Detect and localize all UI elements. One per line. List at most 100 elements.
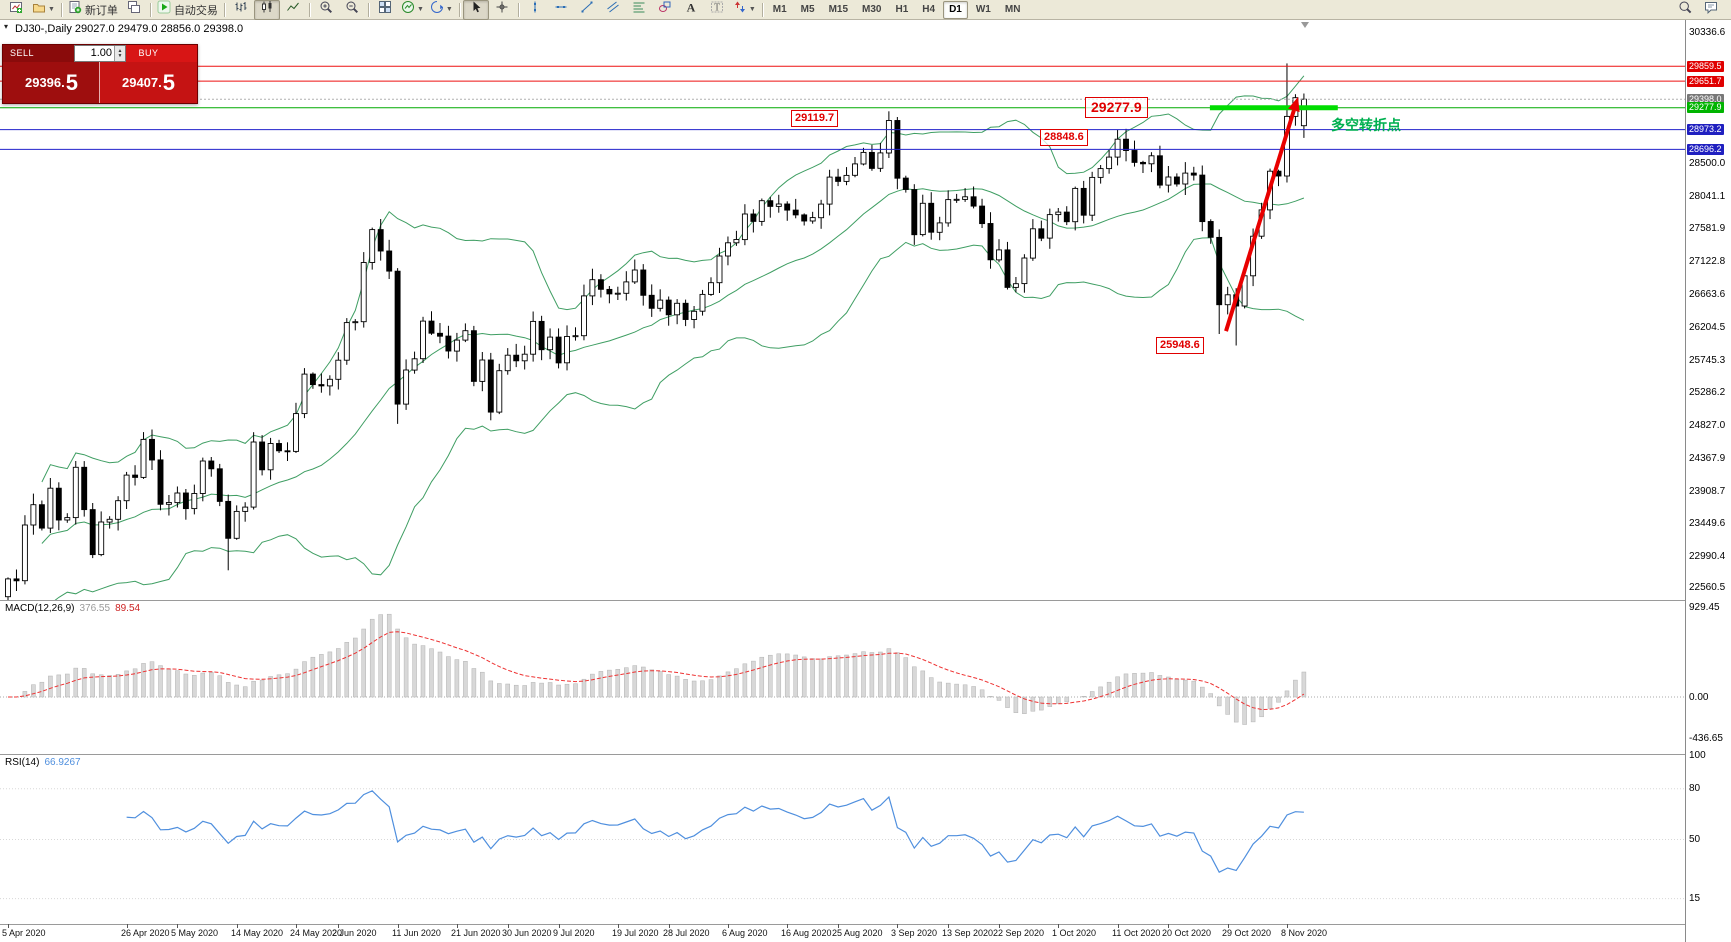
auto-play-icon bbox=[157, 0, 171, 19]
chart-windows-button[interactable] bbox=[121, 0, 147, 20]
price-axis-label: 25286.2 bbox=[1689, 387, 1726, 399]
date-tick bbox=[559, 924, 560, 928]
chinese-annotation: 多空转折点 bbox=[1331, 117, 1401, 133]
date-label: 20 Oct 2020 bbox=[1162, 928, 1212, 938]
new-chart-icon bbox=[9, 0, 23, 19]
chevron-down-icon[interactable]: ▼ bbox=[445, 6, 453, 13]
date-label: 1 Oct 2020 bbox=[1052, 928, 1097, 938]
cursor-button[interactable] bbox=[462, 0, 489, 20]
candlestick-chart-button[interactable] bbox=[253, 0, 280, 20]
date-label: 5 Apr 2020 bbox=[2, 928, 46, 938]
horizontal-line-button[interactable] bbox=[548, 0, 574, 20]
new-chart-button[interactable] bbox=[3, 0, 29, 20]
toolbar: ▼ 新订单 自动交易 ▼ ▼ A T ▼ M1 M5 M15 M30 H1 H4 D1 W1 MN bbox=[0, 0, 1731, 20]
chat-button[interactable] bbox=[1698, 0, 1724, 20]
price-axis-label: 26204.5 bbox=[1689, 321, 1726, 333]
buy-button[interactable]: BUY 29407. 5 bbox=[99, 45, 197, 103]
date-tick bbox=[237, 924, 238, 928]
chevron-down-icon[interactable]: ▼ bbox=[48, 6, 55, 13]
date-tick bbox=[999, 924, 1000, 928]
zoom-out-icon bbox=[345, 0, 359, 19]
indicators-button[interactable]: ▼ bbox=[398, 0, 427, 20]
date-label: 19 Jul 2020 bbox=[612, 928, 659, 938]
date-label: 6 Aug 2020 bbox=[722, 928, 768, 938]
timeframe-m5-button[interactable]: M5 bbox=[800, 3, 815, 15]
fibonacci-button[interactable] bbox=[626, 0, 652, 20]
line-chart-button[interactable] bbox=[280, 0, 306, 20]
date-tick bbox=[787, 924, 788, 928]
candles-icon bbox=[260, 0, 274, 19]
rsi-value: 66.9267 bbox=[44, 757, 81, 768]
date-tick bbox=[177, 924, 178, 928]
toolbar-separator bbox=[60, 2, 62, 17]
timeframe-m15-button[interactable]: M15 bbox=[828, 3, 849, 15]
date-tick bbox=[457, 924, 458, 928]
volume-spinner[interactable]: ▲ ▼ bbox=[114, 46, 125, 61]
tile-windows-button[interactable] bbox=[372, 0, 398, 20]
crosshair-button[interactable] bbox=[489, 0, 515, 20]
chevron-down-icon[interactable]: ▼ bbox=[748, 6, 756, 13]
zoom-in-button[interactable] bbox=[313, 0, 339, 20]
timeframe-mn-button[interactable]: MN bbox=[1004, 3, 1021, 15]
date-tick bbox=[728, 924, 729, 928]
price-axis-label: 28500.0 bbox=[1689, 157, 1726, 169]
chart-shift-marker-icon[interactable] bbox=[1301, 22, 1309, 28]
timeframe-w1-button[interactable]: W1 bbox=[975, 3, 991, 15]
date-label: 13 Sep 2020 bbox=[942, 928, 994, 938]
date-label: 21 Jun 2020 bbox=[451, 928, 501, 938]
auto-trading-button[interactable]: 自动交易 bbox=[154, 0, 221, 20]
timeframe-h4-button[interactable]: H4 bbox=[922, 3, 936, 15]
shapes-button[interactable] bbox=[652, 0, 678, 20]
timeframe-h1-button[interactable]: H1 bbox=[895, 3, 909, 15]
price-axis[interactable]: 30336.6 28500.0 28041.1 27581.9 27122.8 26663… bbox=[1686, 20, 1731, 942]
pane-divider-rsi[interactable] bbox=[0, 754, 1731, 755]
timeframe-d1-button[interactable]: D1 bbox=[943, 0, 968, 19]
price-annotation: 28848.6 bbox=[1040, 129, 1088, 146]
timeframe-m30-button[interactable]: M30 bbox=[862, 3, 882, 15]
macd-axis-label: -436.65 bbox=[1689, 733, 1723, 745]
rsi-axis-label: 100 bbox=[1689, 749, 1706, 761]
one-click-trading-panel: SELL 29396. 5 BUY 29407. 5 1.00 ▲ ▼ bbox=[2, 44, 198, 104]
profiles-button[interactable]: ▼ bbox=[29, 0, 58, 20]
date-tick bbox=[1287, 924, 1288, 928]
indicators-icon bbox=[401, 0, 415, 19]
price-annotation: 25948.6 bbox=[1156, 337, 1204, 354]
chevron-down-icon[interactable]: ▼ bbox=[416, 6, 424, 13]
date-label: 29 Oct 2020 bbox=[1222, 928, 1272, 938]
one-click-toggle-icon[interactable]: ▾ bbox=[4, 22, 9, 31]
vertical-line-button[interactable] bbox=[522, 0, 548, 20]
zoom-out-button[interactable] bbox=[339, 0, 365, 20]
timeframe-m1-button[interactable]: M1 bbox=[772, 3, 787, 15]
toolbar-items: ▼ 新订单 自动交易 ▼ ▼ A T ▼ M1 M5 M15 M30 H1 H4 D1 W1 MN bbox=[3, 0, 1027, 20]
date-label: 25 Aug 2020 bbox=[832, 928, 883, 938]
spinner-up-icon[interactable]: ▲ bbox=[117, 47, 123, 54]
bar-chart-button[interactable] bbox=[228, 0, 254, 20]
text-button[interactable]: A bbox=[678, 0, 704, 20]
pane-divider-macd[interactable] bbox=[0, 600, 1731, 601]
spinner-down-icon[interactable]: ▼ bbox=[117, 52, 123, 59]
price-axis-badge: 29277.9 bbox=[1687, 102, 1724, 114]
date-tick bbox=[508, 924, 509, 928]
cursor-icon bbox=[469, 0, 483, 19]
arrows-button[interactable]: ▼ bbox=[730, 0, 759, 20]
templates-button[interactable]: ▼ bbox=[427, 0, 456, 20]
channel-button[interactable] bbox=[600, 0, 626, 20]
volume-input[interactable]: 1.00 ▲ ▼ bbox=[74, 45, 126, 62]
date-tick bbox=[618, 924, 619, 928]
zoom-in-icon bbox=[319, 0, 333, 19]
macd-name: MACD(12,26,9) bbox=[5, 603, 75, 614]
price-axis-label: 27122.8 bbox=[1689, 256, 1726, 268]
trendline-button[interactable] bbox=[574, 0, 600, 20]
chart-canvas[interactable] bbox=[0, 20, 1686, 942]
arrows-tool-icon bbox=[733, 0, 747, 19]
auto-trading-button-label: 自动交易 bbox=[173, 4, 218, 17]
search-button[interactable] bbox=[1672, 0, 1698, 20]
text-label-button[interactable]: T bbox=[704, 0, 730, 20]
date-tick bbox=[1058, 924, 1059, 928]
toolbar-separator bbox=[223, 2, 225, 17]
date-tick bbox=[1118, 924, 1119, 928]
new-order-button[interactable]: 新订单 bbox=[65, 0, 121, 20]
new-order-icon bbox=[68, 0, 82, 19]
price-axis-label: 22560.5 bbox=[1689, 581, 1726, 593]
new-order-button-label: 新订单 bbox=[84, 4, 118, 17]
